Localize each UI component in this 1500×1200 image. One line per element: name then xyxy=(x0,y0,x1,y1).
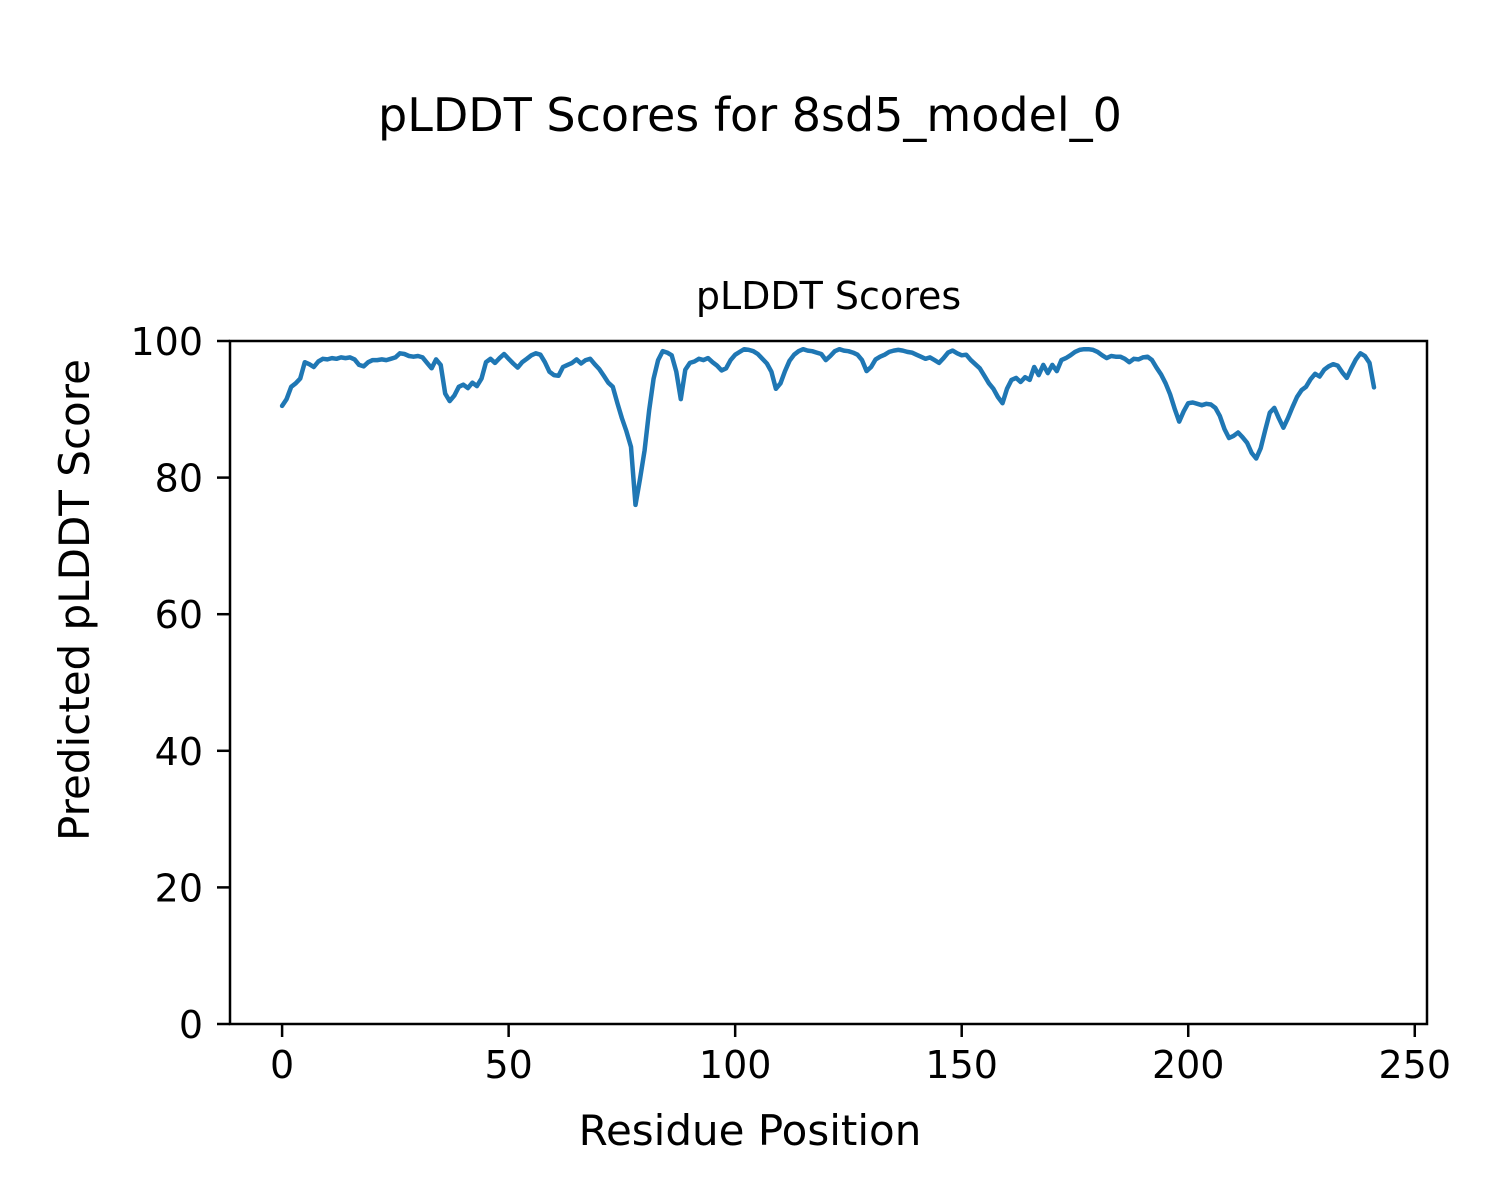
x-tick-label: 0 xyxy=(270,1043,294,1087)
x-tick-label: 250 xyxy=(1379,1043,1452,1087)
x-tick-label: 100 xyxy=(699,1043,772,1087)
y-tick-label: 20 xyxy=(155,866,203,910)
y-tick-label: 80 xyxy=(155,457,203,501)
x-axis-label: Residue Position xyxy=(578,1106,922,1155)
axes-spines xyxy=(228,339,1429,1026)
plddt-line xyxy=(279,346,1377,508)
y-tick-label: 0 xyxy=(179,1003,203,1047)
x-tick-label: 50 xyxy=(484,1043,532,1087)
y-tick-label: 100 xyxy=(130,320,203,364)
axes-title: pLDDT Scores xyxy=(695,274,962,318)
x-tick-label: 150 xyxy=(925,1043,998,1087)
x-axis-ticks: 0 50 100 150 200 250 xyxy=(270,1024,1451,1087)
x-tick-label: 200 xyxy=(1152,1043,1225,1087)
y-tick-label: 40 xyxy=(155,730,203,774)
y-axis-ticks: 0 20 40 60 80 100 xyxy=(130,320,230,1047)
figure-suptitle: pLDDT Scores for 8sd5_model_0 xyxy=(378,88,1122,142)
y-tick-label: 60 xyxy=(155,593,203,637)
